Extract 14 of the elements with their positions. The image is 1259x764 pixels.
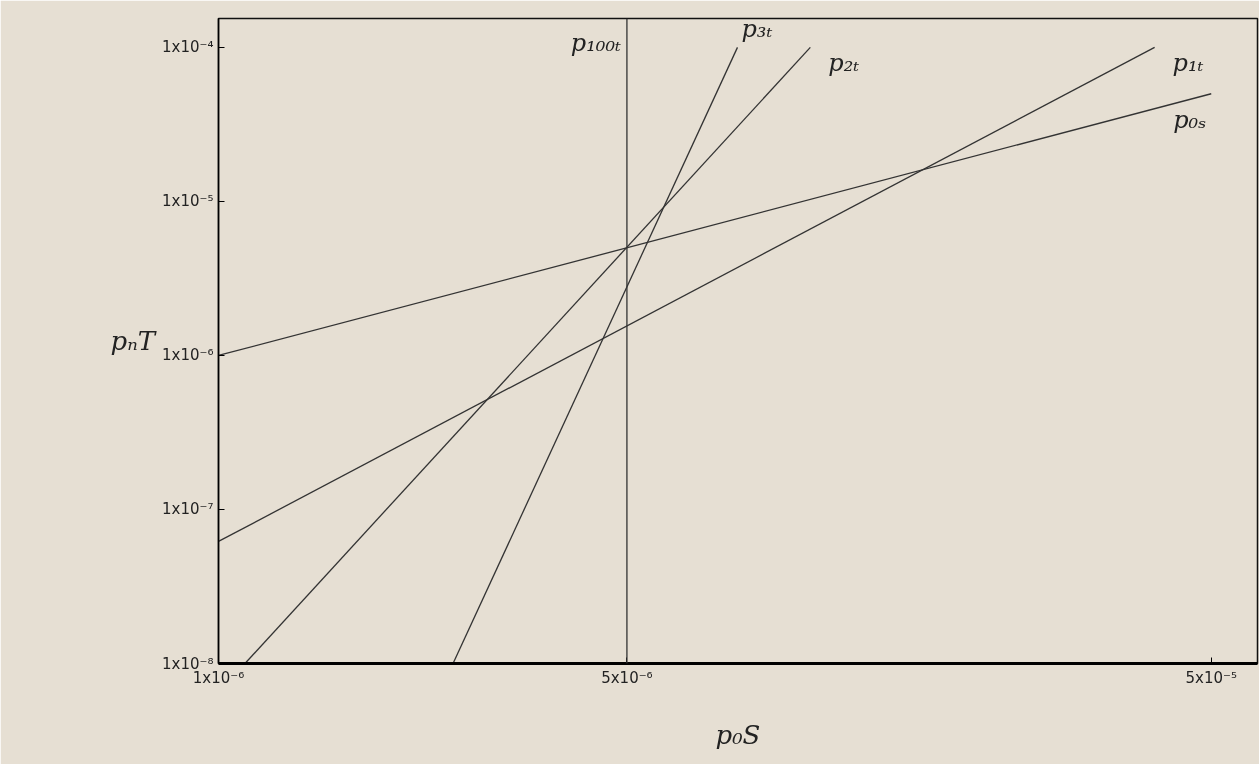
series-label: p₀ₛ	[1173, 105, 1207, 134]
y-tick-label: 1x10⁻⁴	[162, 38, 214, 57]
y-tick-label: 1x10⁻⁷	[162, 500, 214, 519]
y-tick-label: 1x10⁻⁶	[162, 346, 214, 365]
series-label: p₃ₜ	[741, 15, 773, 44]
series-label: p₁ₜ	[1172, 49, 1204, 78]
x-tick-label: 5x10⁻⁶	[601, 668, 653, 687]
series-label: p₂ₜ	[828, 49, 860, 78]
y-tick-label: 1x10⁻⁵	[162, 192, 214, 211]
x-axis-title: p₀S	[715, 719, 761, 750]
x-tick-label: 5x10⁻⁵	[1185, 668, 1237, 687]
ref-line-label: p₁₀₀ₜ	[570, 28, 621, 57]
x-tick-label: 1x10⁻⁶	[192, 668, 245, 687]
y-axis-title: pₙT	[110, 326, 157, 356]
